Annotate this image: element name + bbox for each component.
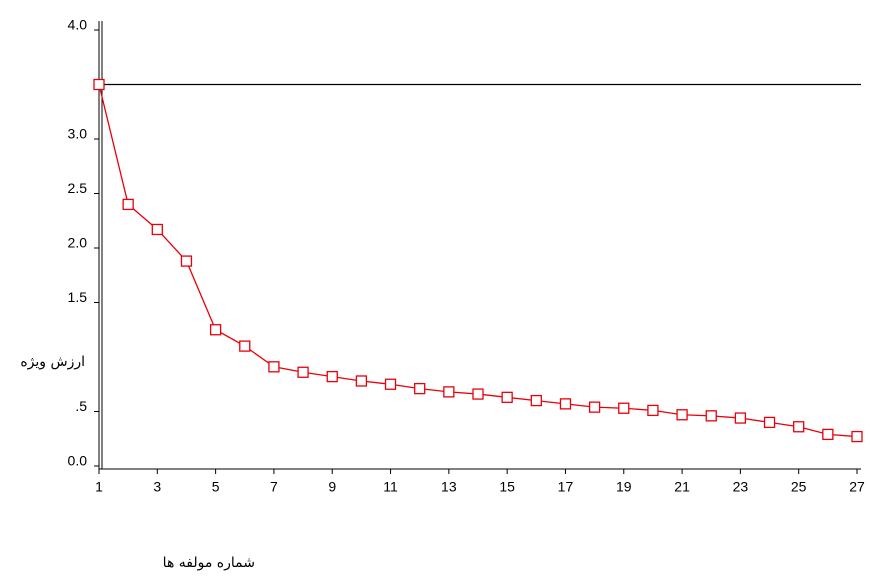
marker (123, 199, 133, 209)
marker (298, 367, 308, 377)
x-tick-label: 25 (791, 479, 807, 495)
marker (619, 403, 629, 413)
marker (415, 384, 425, 394)
x-tick-label: 1 (95, 479, 103, 495)
x-tick-label: 19 (616, 479, 632, 495)
x-tick-label: 21 (674, 479, 690, 495)
marker (152, 224, 162, 234)
x-tick-label: 17 (558, 479, 574, 495)
marker (823, 429, 833, 439)
y-tick-label: 1.5 (68, 289, 88, 305)
x-tick-label: 23 (733, 479, 749, 495)
marker (560, 399, 570, 409)
marker (94, 80, 104, 90)
marker (590, 402, 600, 412)
marker (794, 422, 804, 432)
marker (706, 411, 716, 421)
marker (356, 376, 366, 386)
marker (327, 372, 337, 382)
marker (211, 325, 221, 335)
marker (181, 256, 191, 266)
marker (765, 417, 775, 427)
y-tick-label: 0.0 (68, 453, 88, 469)
x-tick-label: 3 (153, 479, 161, 495)
page: {"chart_data": {"type": "line", "xlabel"… (0, 0, 870, 577)
marker (444, 387, 454, 397)
marker (735, 413, 745, 423)
marker (240, 341, 250, 351)
y-tick-label: .5 (75, 398, 87, 414)
x-tick-label: 15 (499, 479, 515, 495)
x-tick-label: 5 (212, 479, 220, 495)
marker (473, 389, 483, 399)
y-tick-label: 4.0 (68, 17, 88, 33)
marker (502, 392, 512, 402)
marker (852, 432, 862, 442)
marker (386, 379, 396, 389)
x-tick-label: 9 (328, 479, 336, 495)
x-tick-label: 27 (849, 479, 865, 495)
marker (269, 362, 279, 372)
chart: ارزش ویژه شماره مولفه ها 0.0 .5 1.5 2.0 2.5 3… (0, 0, 870, 577)
marker (648, 405, 658, 415)
y-axis-label: ارزش ویژه (20, 354, 85, 370)
y-tick-label: 2.5 (68, 180, 88, 196)
y-tick-label: 2.0 (68, 235, 88, 251)
y-tick-label: 3.0 (68, 126, 88, 142)
x-tick-label: 11 (383, 479, 398, 495)
marker (677, 410, 687, 420)
x-tick-label: 13 (441, 479, 457, 495)
marker (531, 396, 541, 406)
x-tick-label: 7 (270, 479, 278, 495)
x-axis-label: شماره مولفه ها (163, 555, 255, 571)
data-line (99, 85, 857, 437)
